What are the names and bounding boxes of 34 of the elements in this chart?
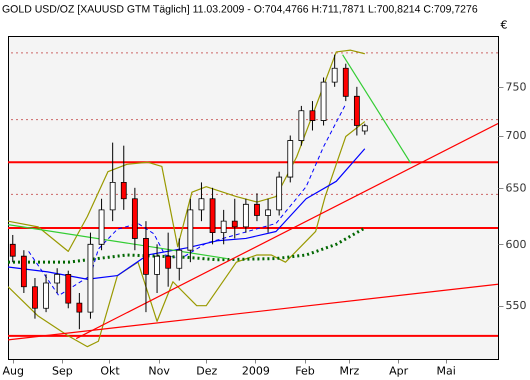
candlestick [154, 244, 160, 294]
x-tick-label: Nov [148, 364, 170, 378]
y-tick-label: 550 [506, 299, 526, 312]
y-tick-label: 600 [506, 238, 526, 251]
candlestick [220, 209, 227, 245]
x-tick-label: Apr [389, 364, 409, 378]
candlestick [176, 238, 182, 282]
candlestick [362, 123, 368, 136]
candlestick [54, 268, 60, 294]
y-tick-label: 750 [506, 80, 526, 94]
x-tick-label: Sep [52, 364, 73, 378]
candlestick [310, 100, 316, 131]
candlestick [198, 182, 204, 222]
candlestick [165, 232, 172, 288]
candlestick [242, 198, 249, 234]
candlestick [254, 192, 260, 222]
line-series [8, 50, 366, 252]
x-tick-label: Okt [100, 364, 120, 378]
candlestick [332, 54, 338, 88]
candlestick [76, 292, 82, 330]
x-tick-label: Aug [2, 364, 24, 378]
x-tick-label: Dez [196, 364, 218, 378]
x-tick-label: Mai [436, 364, 456, 378]
x-tick-label: Mrz [340, 364, 360, 378]
line-series [8, 226, 366, 264]
y-tick-label: 650 [506, 181, 526, 194]
chart-title: GOLD USD/OZ [XAUUSD GTM Täglich] 11.03.2009 - O:704,4766 H:711,7871 L:700,8214 C:709,7276 [2, 4, 478, 16]
y-tick-label: 700 [506, 129, 526, 142]
y-axis-title: € [500, 18, 508, 32]
x-tick-label: Feb [295, 364, 315, 378]
line-series [8, 120, 366, 348]
candlestick [32, 278, 38, 320]
candlestick [265, 198, 271, 234]
x-tick-label: 2009 [242, 364, 270, 378]
